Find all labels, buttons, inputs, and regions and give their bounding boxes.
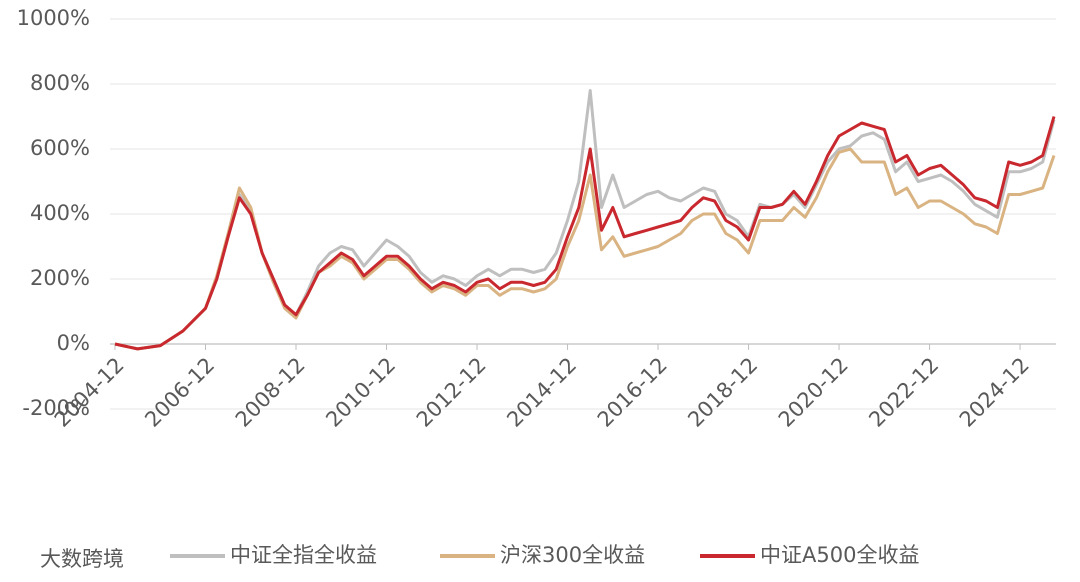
x-tick-label: 2010-12 [321, 353, 400, 432]
y-tick-label: 800% [30, 71, 90, 95]
x-tick-label: 2006-12 [140, 353, 219, 432]
legend-label: 中证A500全收益 [760, 543, 919, 567]
y-tick-label: 1000% [17, 6, 90, 30]
y-tick-label: 200% [30, 266, 90, 290]
x-tick-label: 2008-12 [231, 353, 310, 432]
x-tick-label: 2012-12 [412, 353, 491, 432]
y-tick-label: 400% [30, 201, 90, 225]
x-tick-label: 2024-12 [955, 353, 1034, 432]
x-tick-label: 2022-12 [864, 353, 943, 432]
line-series [114, 89, 1056, 351]
watermark: 大数跨境 [40, 547, 124, 571]
x-tick-label: 2014-12 [502, 353, 581, 432]
x-tick-label: 2018-12 [683, 353, 762, 432]
y-tick-label: 0% [57, 331, 90, 355]
x-tick-label: 2020-12 [774, 353, 853, 432]
legend-label: 中证全指全收益 [230, 543, 377, 567]
line-series [114, 116, 1056, 351]
x-tick-label: 2016-12 [593, 353, 672, 432]
y-tick-label: 600% [30, 136, 90, 160]
legend-label: 沪深300全收益 [500, 543, 645, 567]
y-tick-label: -200% [22, 396, 90, 420]
